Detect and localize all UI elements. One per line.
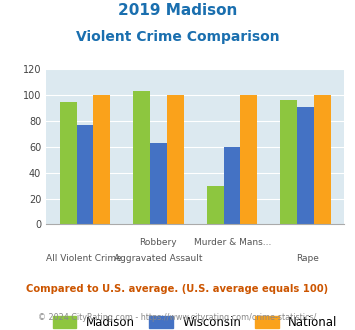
Bar bbox=[297, 107, 314, 224]
Text: © 2024 CityRating.com - https://www.cityrating.com/crime-statistics/: © 2024 CityRating.com - https://www.city… bbox=[38, 314, 317, 322]
Text: Rape: Rape bbox=[296, 254, 318, 263]
Text: Violent Crime Comparison: Violent Crime Comparison bbox=[76, 30, 279, 44]
Bar bbox=[60, 102, 77, 224]
Bar bbox=[207, 185, 224, 224]
Bar bbox=[280, 100, 297, 224]
Text: Aggravated Assault: Aggravated Assault bbox=[114, 254, 202, 263]
Text: Compared to U.S. average. (U.S. average equals 100): Compared to U.S. average. (U.S. average … bbox=[26, 284, 329, 294]
Bar bbox=[167, 95, 184, 224]
Legend: Madison, Wisconsin, National: Madison, Wisconsin, National bbox=[48, 311, 342, 330]
Bar bbox=[93, 95, 110, 224]
Bar bbox=[150, 143, 167, 224]
Text: Murder & Mans...: Murder & Mans... bbox=[194, 238, 271, 247]
Bar bbox=[240, 95, 257, 224]
Bar bbox=[314, 95, 331, 224]
Text: All Violent Crime: All Violent Crime bbox=[45, 254, 121, 263]
Bar bbox=[77, 125, 93, 224]
Text: Robbery: Robbery bbox=[139, 238, 177, 247]
Bar bbox=[133, 91, 150, 224]
Bar bbox=[224, 147, 240, 224]
Text: 2019 Madison: 2019 Madison bbox=[118, 3, 237, 18]
